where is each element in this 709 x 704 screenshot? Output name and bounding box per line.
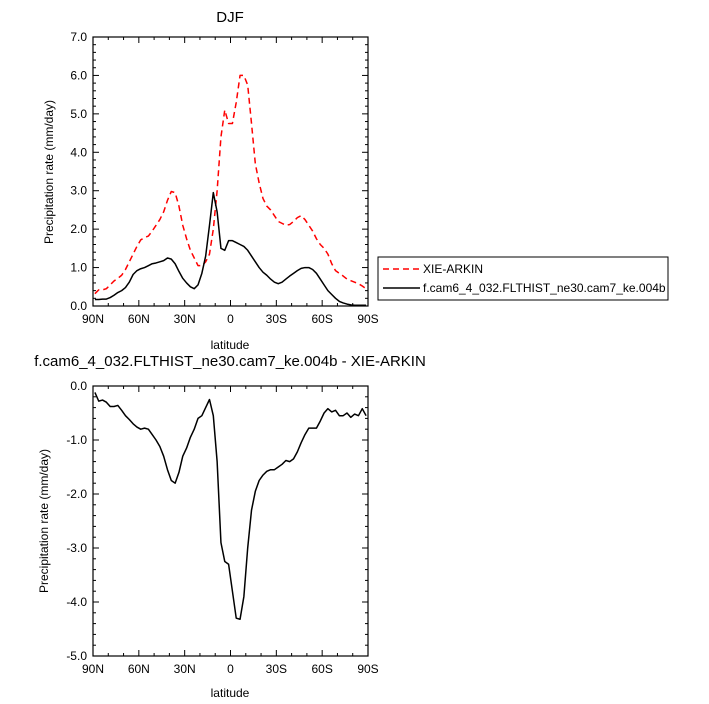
bottom-y-tick-label: -1.0: [66, 433, 87, 447]
bottom-chart-title: f.cam6_4_032.FLTHIST_ne30.cam7_ke.004b -…: [34, 353, 426, 370]
bottom-y-tick-label: -5.0: [66, 649, 87, 663]
bottom-x-tick-label: 90S: [357, 662, 378, 676]
bottom-x-tick-label: 90N: [82, 662, 104, 676]
bottom-x-tick-label: 30S: [266, 662, 287, 676]
top-panel: DJF latitude Precipitation rate (mm/day)…: [42, 9, 379, 352]
top-x-tick-label: 90S: [357, 312, 378, 326]
bottom-y-tick-label: -4.0: [66, 595, 87, 609]
bottom-y-tick-label: -2.0: [66, 487, 87, 501]
top-x-tick-label: 30S: [266, 312, 287, 326]
top-y-tick-label: 1.0: [70, 261, 87, 275]
bottom-y-tick-label: 0.0: [70, 379, 87, 393]
top-y-axis-label: Precipitation rate (mm/day): [42, 100, 56, 244]
top-series-line-0: [94, 74, 367, 295]
bottom-x-tick-label: 0: [227, 662, 234, 676]
bottom-x-tick-label: 60S: [311, 662, 332, 676]
bottom-series-line-0: [94, 392, 367, 621]
bottom-panel: f.cam6_4_032.FLTHIST_ne30.cam7_ke.004b -…: [34, 353, 426, 700]
bottom-x-axis-label: latitude: [211, 686, 250, 700]
top-x-tick-label: 90N: [82, 312, 104, 326]
top-x-tick-label: 60S: [311, 312, 332, 326]
legend-box: [377, 256, 669, 301]
top-y-tick-label: 2.0: [70, 222, 87, 236]
bottom-y-axis-label: Precipitation rate (mm/day): [37, 449, 51, 593]
top-x-tick-label: 60N: [128, 312, 150, 326]
top-y-tick-label: 7.0: [70, 30, 87, 44]
top-y-tick-label: 5.0: [70, 107, 87, 121]
legend-label-xie-arkin: XIE-ARKIN: [423, 262, 483, 276]
top-x-axis-label: latitude: [211, 338, 250, 352]
bottom-plot-frame: [92, 385, 369, 657]
top-y-tick-label: 4.0: [70, 145, 87, 159]
bottom-x-tick-label: 60N: [128, 662, 150, 676]
top-plot-frame: [92, 36, 369, 307]
top-x-tick-label: 30N: [174, 312, 196, 326]
top-y-tick-label: 6.0: [70, 68, 87, 82]
top-chart-title: DJF: [216, 9, 244, 26]
legend: XIE-ARKIN f.cam6_4_032.FLTHIST_ne30.cam7…: [377, 256, 669, 301]
top-y-tick-label: 0.0: [70, 299, 87, 313]
top-x-tick-label: 0: [227, 312, 234, 326]
top-y-tick-label: 3.0: [70, 184, 87, 198]
top-series-line-1: [94, 191, 367, 306]
bottom-x-tick-label: 30N: [174, 662, 196, 676]
legend-label-model: f.cam6_4_032.FLTHIST_ne30.cam7_ke.004b: [423, 281, 666, 295]
bottom-y-tick-label: -3.0: [66, 541, 87, 555]
